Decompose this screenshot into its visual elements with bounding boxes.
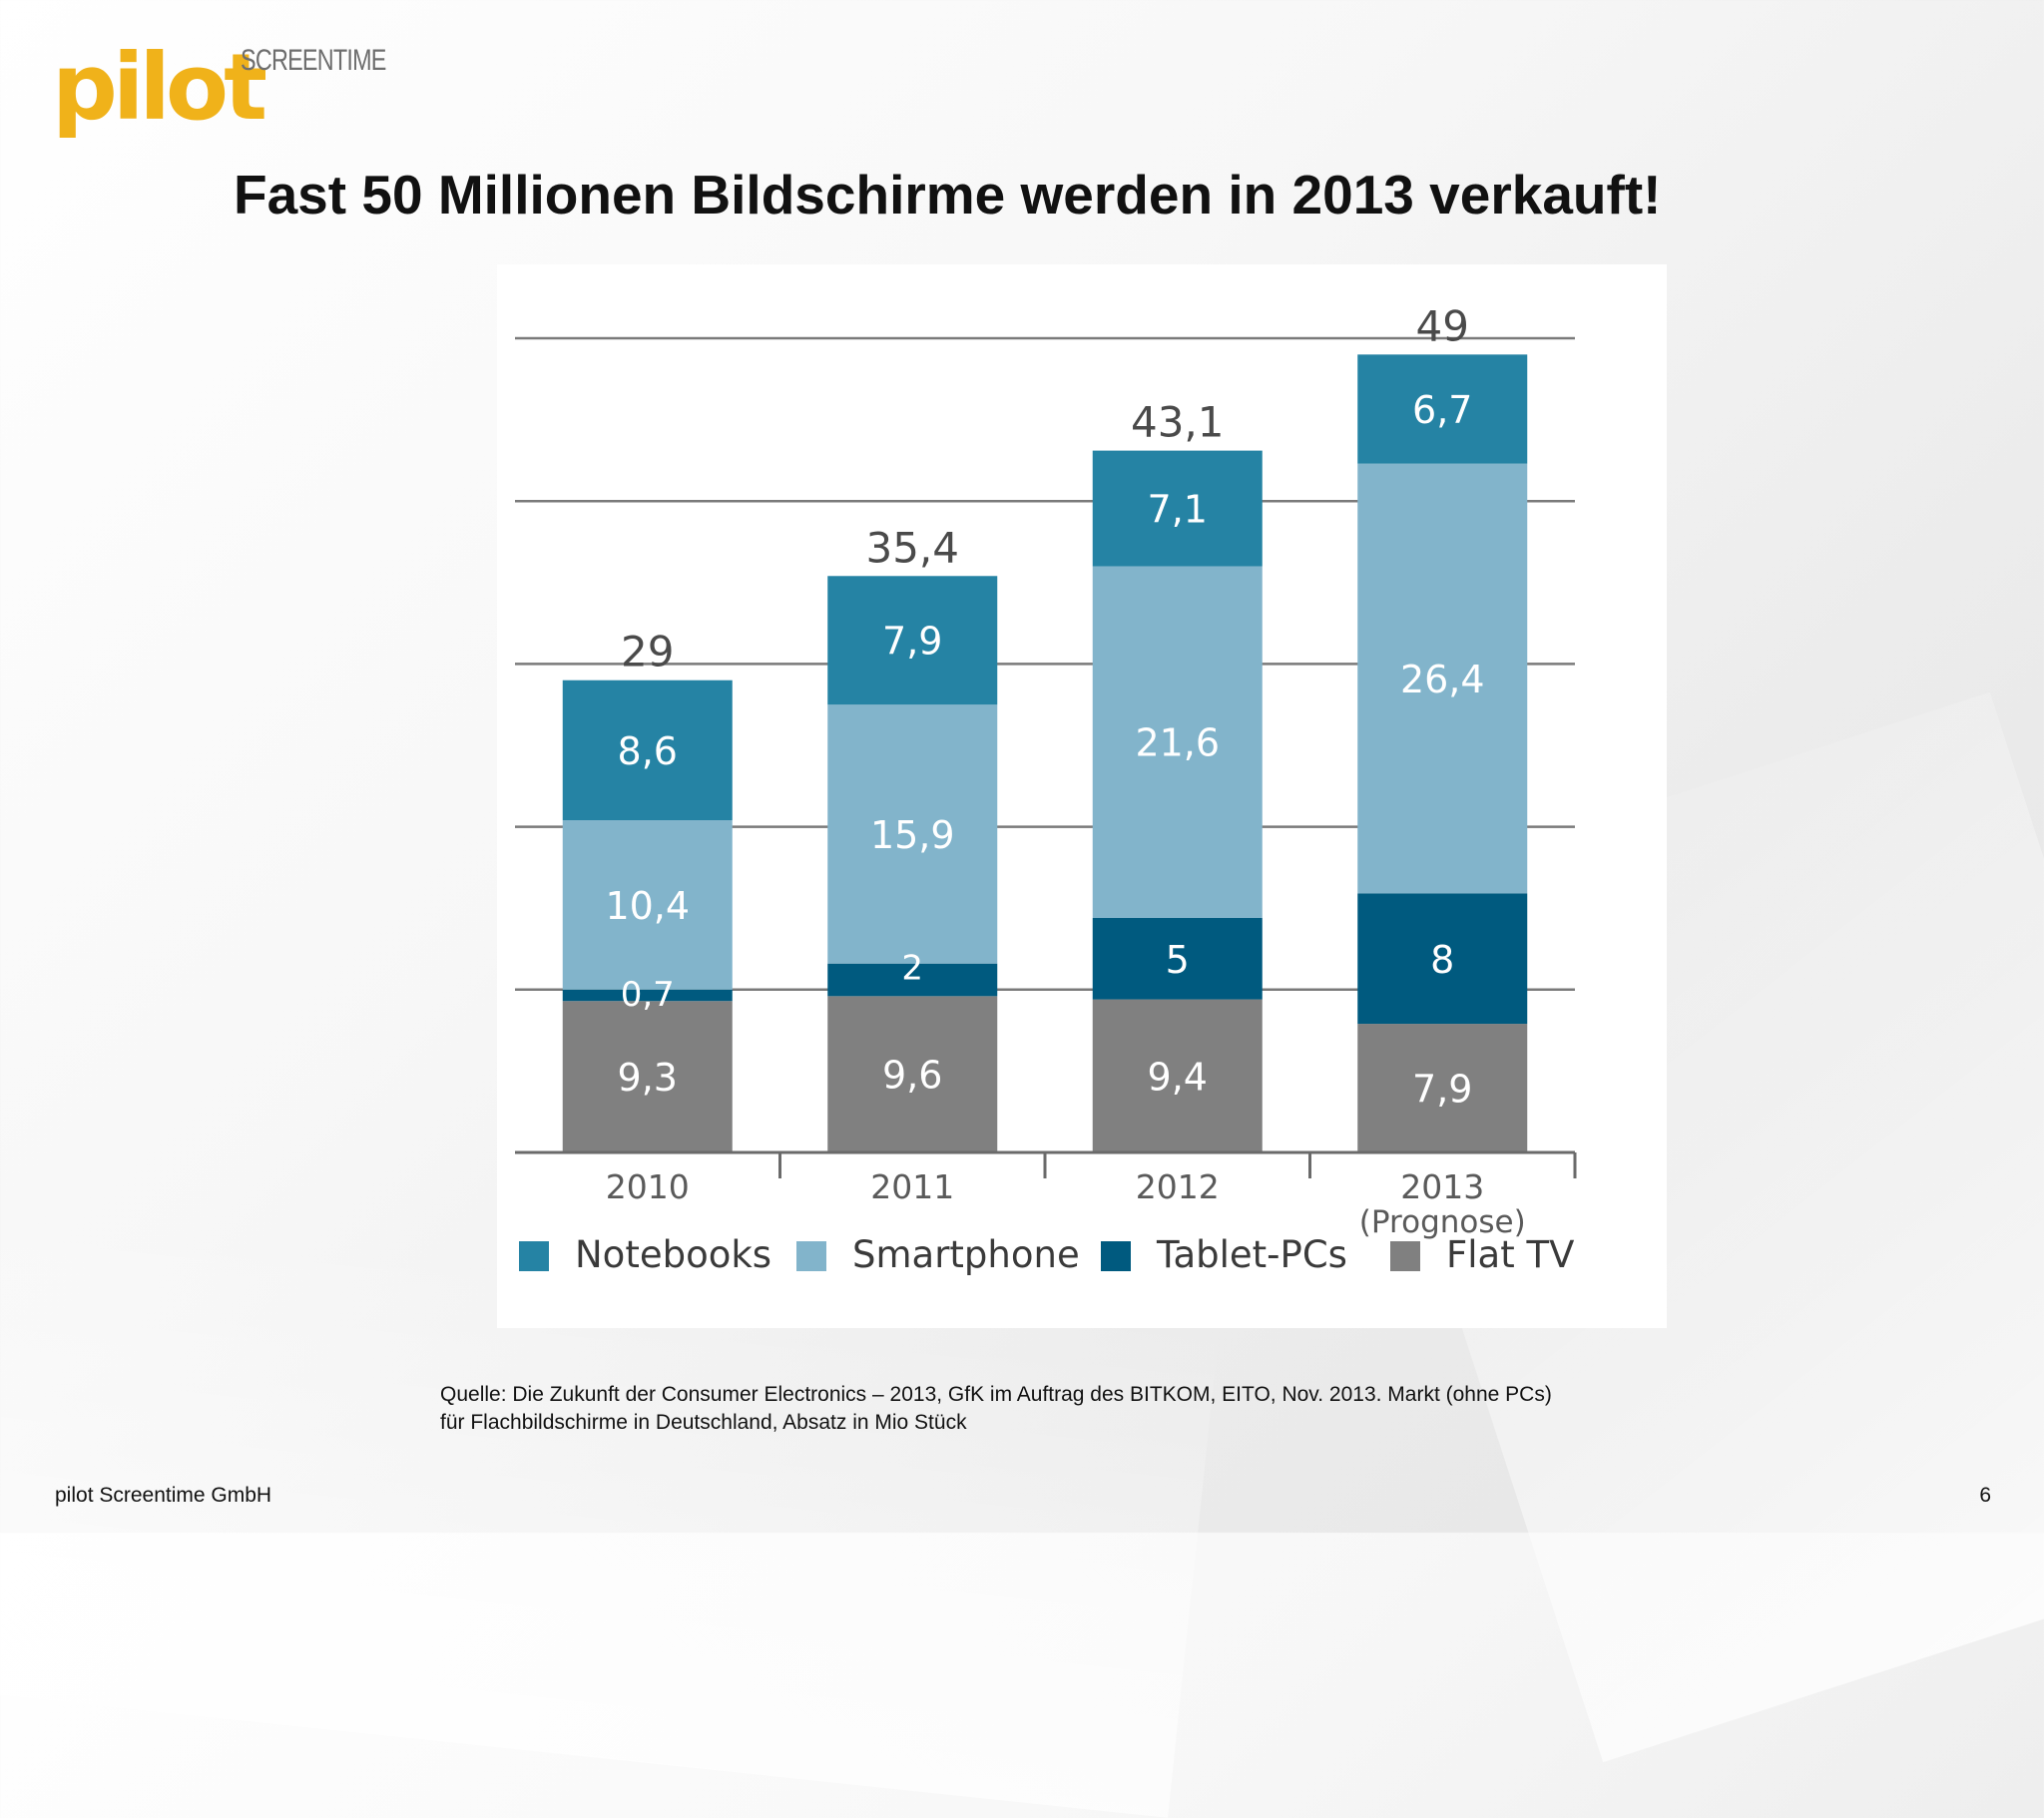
data-label: 26,4 xyxy=(1400,658,1485,701)
page-number: 6 xyxy=(1979,1484,1991,1507)
source-line-2: für Flachbildschirme in Deutschland, Abs… xyxy=(440,1411,967,1434)
data-label: 9,3 xyxy=(618,1056,678,1100)
data-label: 7,1 xyxy=(1148,488,1208,532)
logo-wordmark: pilot xyxy=(52,34,267,141)
bar-segment xyxy=(562,989,733,1002)
pilot-screentime-logo: pilot SCREENTIME xyxy=(52,38,411,138)
source-note: Quelle: Die Zukunft der Consumer Electro… xyxy=(440,1381,1688,1437)
bar-segment xyxy=(562,820,733,990)
bar-segment xyxy=(827,963,998,997)
x-tick-label: 2011 xyxy=(870,1167,954,1206)
bar-segment xyxy=(1357,893,1528,1025)
data-label: 10,4 xyxy=(605,884,690,928)
logo-subtitle: SCREENTIME xyxy=(241,44,386,77)
data-label: 21,6 xyxy=(1135,721,1220,765)
data-label: 7,9 xyxy=(1412,1068,1472,1112)
bar-segment xyxy=(1092,917,1263,1000)
legend-label: Flat TV xyxy=(1446,1233,1574,1276)
legend-label: Smartphone xyxy=(852,1233,1080,1276)
bar-segment xyxy=(562,1001,733,1152)
data-label: 5 xyxy=(1166,938,1190,982)
total-label: 35,4 xyxy=(865,523,959,572)
legend-swatch xyxy=(1390,1241,1420,1271)
bar-segment xyxy=(1357,354,1528,464)
x-tick-label: 2012 xyxy=(1136,1167,1220,1206)
bar-segment xyxy=(827,576,998,705)
bar-segment xyxy=(827,996,998,1152)
bar-segment xyxy=(1357,1024,1528,1152)
legend-swatch xyxy=(796,1241,826,1271)
bar-segment xyxy=(1092,999,1263,1152)
total-label: 43,1 xyxy=(1131,398,1225,447)
x-tick-sublabel: (Prognose) xyxy=(1359,1204,1526,1240)
data-label: 9,4 xyxy=(1148,1055,1208,1099)
data-label: 15,9 xyxy=(870,813,955,857)
bar-segment xyxy=(1092,566,1263,918)
bar-segment xyxy=(562,680,733,821)
data-label: 8,6 xyxy=(618,729,678,773)
total-label: 49 xyxy=(1416,301,1469,350)
chart-panel: 9,3 0,7 10,4 8,6 29 2010 9,6 2 15,9 7,9 35,4 2011 9,… xyxy=(497,264,1667,1328)
data-label: 7,9 xyxy=(882,620,942,664)
legend-label: Notebooks xyxy=(575,1233,771,1276)
source-line-1: Quelle: Die Zukunft der Consumer Electro… xyxy=(440,1383,1552,1406)
page-title: Fast 50 Millionen Bildschirme werden in … xyxy=(234,164,1662,226)
legend-swatch xyxy=(1101,1241,1131,1271)
data-label: 2 xyxy=(901,949,923,989)
data-label: 8 xyxy=(1430,938,1454,982)
stacked-bar-chart: 9,3 0,7 10,4 8,6 29 2010 9,6 2 15,9 7,9 35,4 2011 9,… xyxy=(515,301,1577,1276)
legend-swatch xyxy=(519,1241,549,1271)
bar-segment xyxy=(1357,463,1528,894)
x-tick-label: 2010 xyxy=(606,1167,690,1206)
total-label: 29 xyxy=(621,628,674,677)
data-label: 9,6 xyxy=(882,1054,942,1098)
bar-segment xyxy=(1092,450,1263,567)
legend-label: Tablet-PCs xyxy=(1156,1233,1347,1276)
bar-segment xyxy=(827,704,998,964)
data-label: 0,7 xyxy=(621,975,675,1015)
x-tick-label: 2013 xyxy=(1400,1167,1484,1206)
footer-company: pilot Screentime GmbH xyxy=(55,1484,272,1507)
data-label: 6,7 xyxy=(1412,388,1472,432)
